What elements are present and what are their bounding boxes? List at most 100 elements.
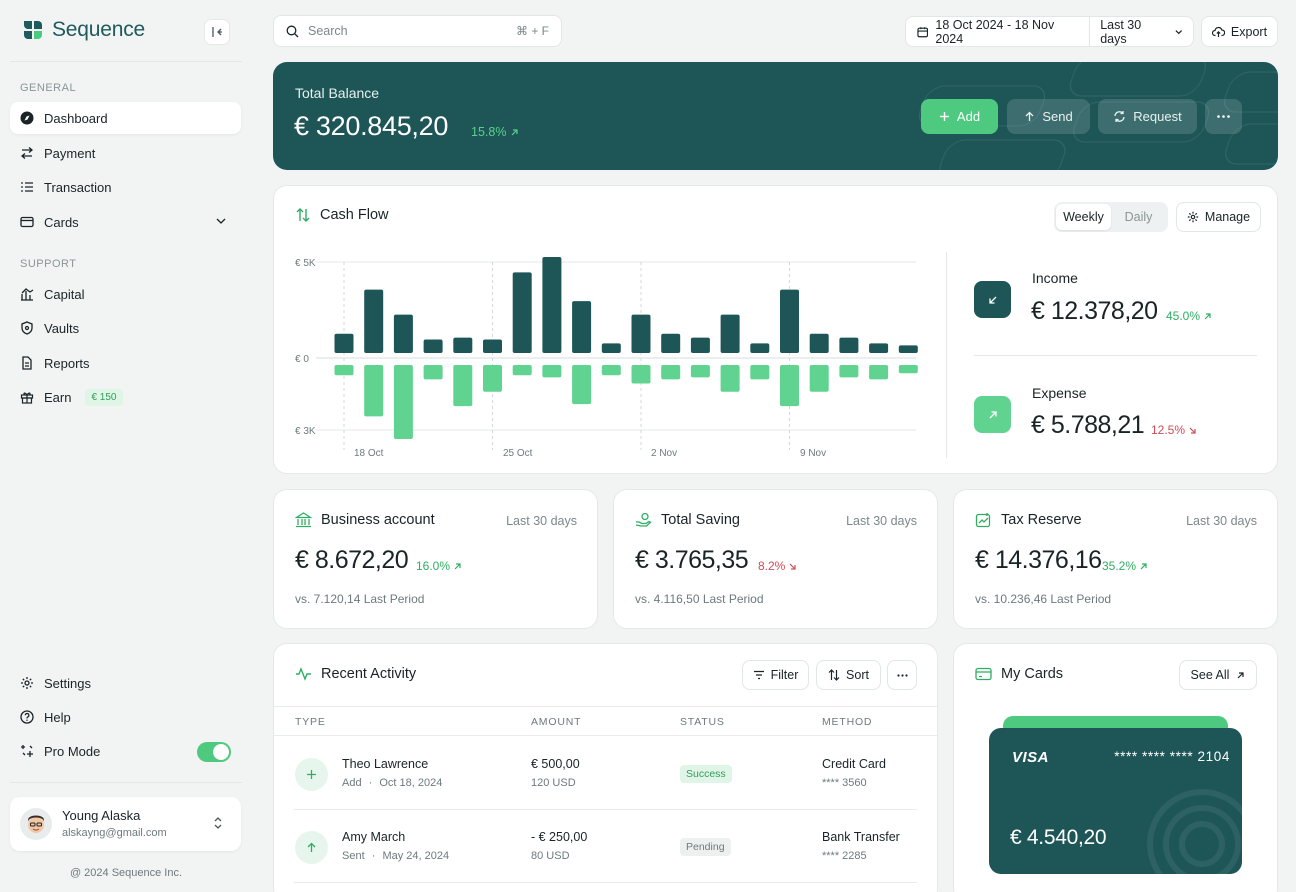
manage-button[interactable]: Manage [1176,202,1261,232]
income-bar[interactable] [393,314,413,353]
status-badge: Pending [680,838,731,856]
income-bar[interactable] [661,333,681,353]
expense-bar[interactable] [364,365,384,417]
transaction-method: Bank Transfer [822,830,900,844]
arrow-up-icon [1025,111,1034,121]
chevron-down-icon[interactable] [215,215,227,227]
income-bar[interactable] [869,343,889,353]
column-header: METHOD [822,716,873,728]
expense-bar[interactable] [453,365,473,407]
income-bar[interactable] [483,339,502,353]
expense-bar[interactable] [720,365,740,392]
expense-bar[interactable] [572,365,592,405]
search-shortcut: ⌘ + F [515,24,549,38]
search-input[interactable]: Search ⌘ + F [273,15,562,47]
expense-bar[interactable] [780,365,799,407]
transaction-date: Oct 18, 2024 [379,777,443,789]
income-bar[interactable] [423,339,443,353]
request-button[interactable]: Request [1098,99,1197,134]
expense-icon-box [974,396,1011,433]
sidebar-item-reports[interactable]: Reports [10,347,241,379]
expense-bar[interactable] [869,365,889,380]
expense-bar[interactable] [512,365,532,376]
income-bar[interactable] [750,343,770,353]
sidebar-item-settings[interactable]: Settings [10,667,241,699]
user-profile-card[interactable]: Young Alaska alskayng@gmail.com [10,797,241,851]
sidebar-item-label: Settings [44,675,91,691]
income-bar[interactable] [542,257,562,353]
income-bar[interactable] [809,333,829,353]
more-dots-icon [1217,115,1230,118]
income-bar[interactable] [631,314,651,353]
income-bar[interactable] [572,301,592,353]
document-icon [22,356,32,370]
arrow-up-right-icon [454,562,461,569]
expense-bar[interactable] [601,365,621,376]
transaction-type-icon [295,831,328,864]
table-row[interactable]: Theo Lawrence Add · Oct 18, 2024 € 500,0… [274,737,937,810]
total-balance-banner: Total Balance € 320.845,20 15.8% Add Sen… [273,62,1278,170]
date-range-picker[interactable]: 18 Oct 2024 - 18 Nov 2024 [906,17,1091,46]
sidebar-item-payment[interactable]: Payment [10,137,241,169]
income-bar[interactable] [601,343,621,353]
sidebar-item-label: Reports [44,355,90,371]
income-bar[interactable] [898,345,918,353]
income-bar[interactable] [364,289,384,353]
period-label: Last 30 days [1100,17,1142,46]
expense-bar[interactable] [750,365,770,380]
expense-bar[interactable] [393,365,413,440]
expense-bar[interactable] [661,365,681,380]
expense-bar[interactable] [809,365,829,392]
sidebar-item-vaults[interactable]: Vaults [10,312,241,344]
sidebar-item-dashboard[interactable]: Dashboard [10,102,241,134]
table-row[interactable]: Amy March Sent · May 24, 2024 - € 250,00… [274,810,937,883]
pro-mode-toggle[interactable] [197,742,231,762]
x-tick-label: 18 Oct [354,448,384,459]
tab-daily[interactable]: Daily [1124,210,1153,224]
collapse-sidebar-button[interactable] [204,19,230,45]
expense-bar[interactable] [839,365,859,378]
expense-bar[interactable] [334,365,354,376]
cash-flow-divider [946,252,947,458]
search-placeholder: Search [308,24,348,38]
expense-bar[interactable] [483,365,502,392]
gift-icon [20,392,34,404]
transaction-date: May 24, 2024 [382,850,450,862]
tab-weekly[interactable]: Weekly [1056,204,1111,230]
period-select[interactable]: Last 30 days [1090,17,1193,46]
send-button[interactable]: Send [1007,99,1090,134]
chevron-updown-icon[interactable] [213,816,223,830]
reserve-icon [975,513,991,528]
more-options-button[interactable] [887,660,917,690]
export-button[interactable]: Export [1201,16,1278,47]
expense-bar[interactable] [898,365,918,374]
more-dots-icon [896,673,908,677]
card-brand: VISA [1012,749,1050,766]
plus-icon [307,770,316,779]
expense-bar[interactable] [631,365,651,384]
income-bar[interactable] [453,337,473,353]
card-balance: € 4.540,20 [1010,826,1107,849]
add-button[interactable]: Add [921,99,998,134]
visa-card[interactable]: VISA **** **** **** 2104 € 4.540,20 [989,728,1242,874]
income-bar[interactable] [512,272,532,353]
income-bar[interactable] [780,289,799,353]
income-bar[interactable] [334,333,354,353]
income-bar[interactable] [690,337,710,353]
filter-button[interactable]: Filter [742,660,809,690]
sidebar-item-capital[interactable]: Capital [10,278,241,310]
collapse-icon [212,27,222,37]
sidebar-item-help[interactable]: Help [10,701,241,733]
sidebar-item-earn[interactable]: Earn € 150 [10,381,241,413]
income-bar[interactable] [720,314,740,353]
expense-bar[interactable] [423,365,443,380]
expense-bar[interactable] [542,365,562,378]
sort-button[interactable]: Sort [816,660,881,690]
income-bar[interactable] [839,337,859,353]
expense-bar[interactable] [690,365,710,378]
sidebar-item-transaction[interactable]: Transaction [10,171,241,203]
app-logo[interactable]: Sequence [22,18,145,42]
more-button[interactable] [1205,99,1242,134]
sidebar-item-cards[interactable]: Cards [10,206,241,238]
see-all-button[interactable]: See All [1179,660,1257,690]
